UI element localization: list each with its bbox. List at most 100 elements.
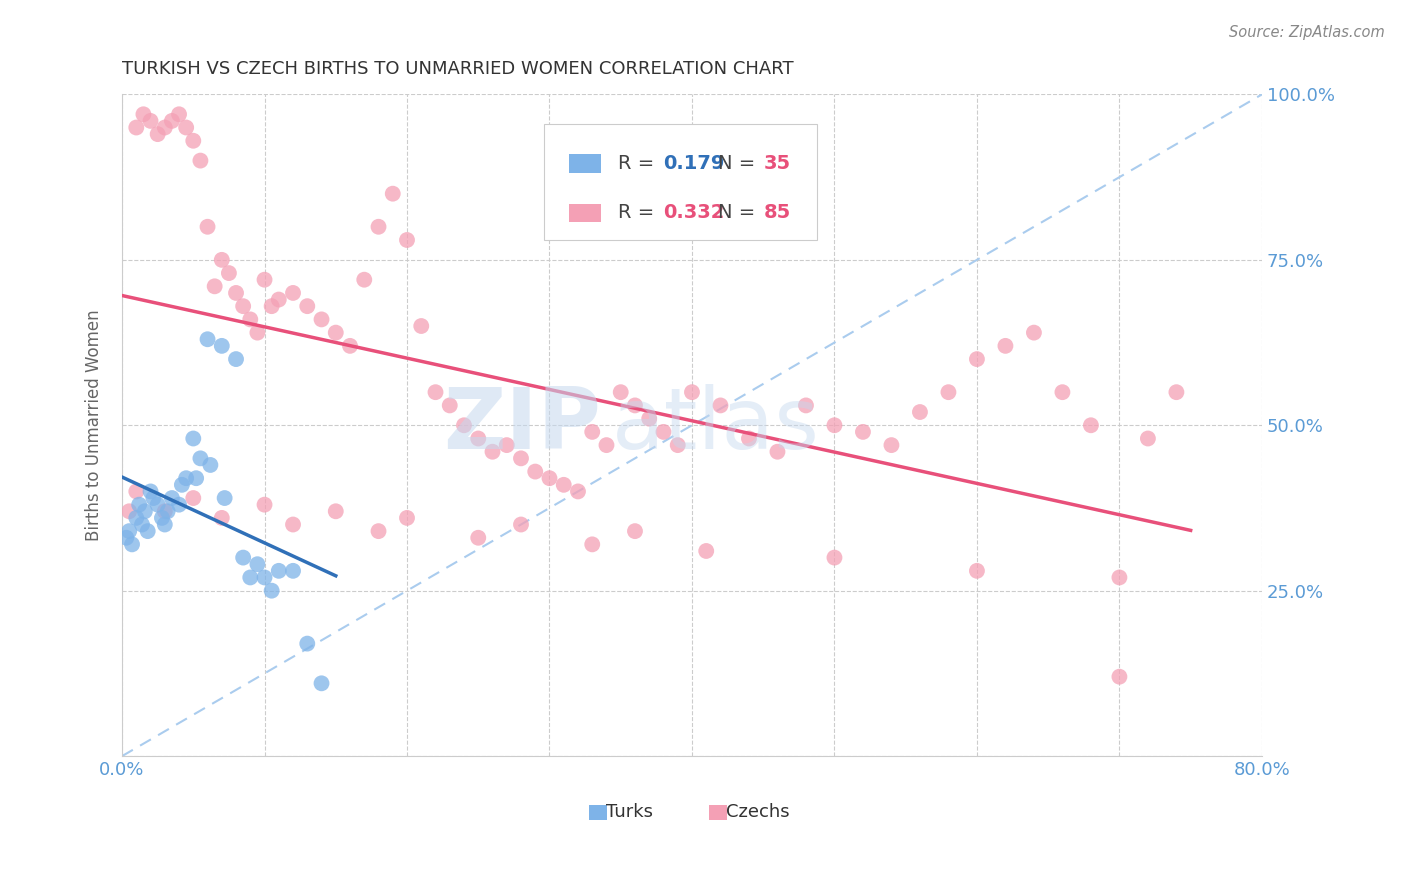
Point — [136, 524, 159, 538]
Text: 0.332: 0.332 — [664, 203, 725, 222]
Point — [367, 524, 389, 538]
Point — [467, 432, 489, 446]
Point — [167, 107, 190, 121]
Point — [367, 219, 389, 234]
Point — [253, 498, 276, 512]
Bar — [569, 203, 600, 222]
Point — [246, 326, 269, 340]
Point — [1052, 385, 1074, 400]
Point — [738, 432, 761, 446]
Point — [794, 399, 817, 413]
Point — [253, 273, 276, 287]
Point — [994, 339, 1017, 353]
Point — [139, 484, 162, 499]
Point — [709, 399, 731, 413]
Point — [638, 411, 661, 425]
Point — [200, 458, 222, 472]
Point — [125, 120, 148, 135]
Point — [197, 219, 219, 234]
Point — [153, 120, 176, 135]
Point — [211, 252, 233, 267]
Point — [211, 339, 233, 353]
Text: R =: R = — [617, 203, 661, 222]
Point — [160, 114, 183, 128]
Point — [225, 352, 247, 367]
Point — [181, 432, 204, 446]
Text: N =: N = — [718, 154, 762, 173]
Point — [880, 438, 903, 452]
Point — [311, 676, 333, 690]
Point — [1108, 570, 1130, 584]
Point — [153, 517, 176, 532]
FancyBboxPatch shape — [544, 124, 817, 240]
Point — [938, 385, 960, 400]
Point — [142, 491, 165, 505]
Point — [204, 279, 226, 293]
Text: TURKISH VS CZECH BIRTHS TO UNMARRIED WOMEN CORRELATION CHART: TURKISH VS CZECH BIRTHS TO UNMARRIED WOM… — [122, 60, 793, 78]
Point — [609, 385, 631, 400]
Bar — [709, 805, 727, 820]
Point — [132, 107, 155, 121]
Y-axis label: Births to Unmarried Women: Births to Unmarried Women — [86, 310, 103, 541]
Point — [246, 558, 269, 572]
Point — [218, 266, 240, 280]
Point — [453, 418, 475, 433]
Point — [852, 425, 875, 439]
Point — [311, 312, 333, 326]
Point — [239, 570, 262, 584]
Point — [325, 504, 347, 518]
Text: Turks: Turks — [606, 804, 654, 822]
Point — [197, 332, 219, 346]
Point — [134, 504, 156, 518]
Point — [395, 511, 418, 525]
Point — [823, 550, 845, 565]
Point — [966, 564, 988, 578]
Point — [481, 444, 503, 458]
Point — [908, 405, 931, 419]
Text: 35: 35 — [763, 154, 792, 173]
Point — [695, 544, 717, 558]
Point — [966, 352, 988, 367]
Point — [381, 186, 404, 201]
Point — [267, 293, 290, 307]
Point — [239, 312, 262, 326]
Point — [181, 134, 204, 148]
Point — [118, 504, 141, 518]
Point — [1166, 385, 1188, 400]
Point — [181, 491, 204, 505]
Point — [339, 339, 361, 353]
Point — [146, 498, 169, 512]
Point — [139, 114, 162, 128]
Point — [121, 537, 143, 551]
Point — [211, 511, 233, 525]
Point — [232, 299, 254, 313]
Text: Source: ZipAtlas.com: Source: ZipAtlas.com — [1229, 25, 1385, 40]
Text: R =: R = — [617, 154, 661, 173]
Text: Czechs: Czechs — [725, 804, 790, 822]
Point — [160, 491, 183, 505]
Point — [1022, 326, 1045, 340]
Point — [353, 273, 375, 287]
Bar — [589, 805, 607, 820]
Point — [524, 465, 547, 479]
Text: atlas: atlas — [612, 384, 820, 467]
Point — [156, 504, 179, 518]
Point — [297, 299, 319, 313]
Point — [281, 517, 304, 532]
Point — [652, 425, 675, 439]
Point — [467, 531, 489, 545]
Point — [425, 385, 447, 400]
Point — [297, 637, 319, 651]
Point — [118, 524, 141, 538]
Point — [510, 517, 533, 532]
Text: N =: N = — [718, 203, 762, 222]
Point — [553, 478, 575, 492]
Text: 85: 85 — [763, 203, 792, 222]
Point — [174, 120, 197, 135]
Point — [125, 511, 148, 525]
Point — [510, 451, 533, 466]
Point — [495, 438, 517, 452]
Point — [153, 504, 176, 518]
Point — [595, 438, 617, 452]
Point — [232, 550, 254, 565]
